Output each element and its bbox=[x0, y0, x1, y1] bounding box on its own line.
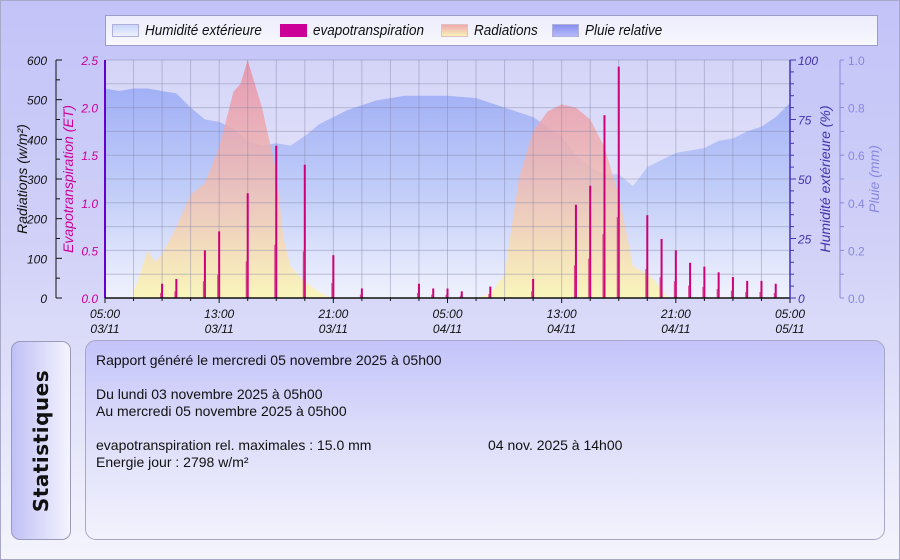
et-bar bbox=[717, 272, 720, 298]
x-tick-time: 13:00 bbox=[204, 307, 234, 321]
et-tick: 1.0 bbox=[81, 197, 98, 211]
et-bar bbox=[689, 262, 692, 298]
radiation-tick: 300 bbox=[27, 173, 47, 187]
humidity-tick: 25 bbox=[797, 233, 812, 247]
x-tick-date: 03/11 bbox=[205, 322, 234, 336]
et-bar bbox=[617, 66, 620, 298]
legend-item-humidity[interactable]: Humidité extérieure bbox=[112, 23, 271, 39]
et-bar bbox=[746, 280, 749, 298]
legend-label: Pluie relative bbox=[584, 22, 662, 39]
et-tick: 2.5 bbox=[80, 54, 98, 68]
weather-chart: 01002003004005006000.00.51.01.52.02.505:… bbox=[14, 54, 882, 336]
radiation-swatch-icon bbox=[441, 24, 469, 37]
humidity-swatch-icon bbox=[112, 24, 139, 37]
statistics-panel: Rapport généré le mercredi 05 novembre 2… bbox=[85, 340, 885, 540]
et-tick: 2.0 bbox=[80, 102, 98, 116]
humidity-tick: 50 bbox=[798, 173, 812, 187]
chart-legend: Humidité extérieure evapotranspiration R… bbox=[105, 15, 878, 46]
radiation-tick: 500 bbox=[27, 94, 47, 108]
et-bar bbox=[246, 193, 249, 298]
legend-label: evapotranspiration bbox=[312, 22, 424, 39]
et-bar bbox=[532, 278, 535, 298]
et-bar bbox=[660, 238, 663, 298]
et-bar bbox=[574, 204, 577, 298]
axes: 01002003004005006000.00.51.01.52.02.505:… bbox=[26, 54, 865, 336]
x-tick-date: 03/11 bbox=[319, 322, 348, 336]
humidity-tick: 0 bbox=[798, 292, 805, 306]
et-bar bbox=[703, 266, 706, 298]
rain-tick: 0.0 bbox=[848, 292, 865, 306]
humidity-tick: 75 bbox=[798, 114, 812, 128]
et-bar bbox=[203, 250, 206, 298]
et-swatch-icon bbox=[279, 24, 307, 37]
x-tick-date: 04/11 bbox=[547, 322, 576, 336]
rain-tick: 1.0 bbox=[848, 54, 865, 68]
et-bar bbox=[760, 280, 763, 298]
et-max-date: 04 nov. 2025 à 14h00 bbox=[488, 437, 623, 453]
plot-area bbox=[104, 59, 791, 299]
period-to: Au mercredi 05 novembre 2025 à 05h00 bbox=[96, 403, 347, 419]
legend-label: Radiations bbox=[474, 22, 538, 39]
radiation-tick: 0 bbox=[40, 292, 47, 306]
humidity-axis-title: Humidité extérieure (%) bbox=[817, 105, 833, 252]
radiation-tick: 200 bbox=[26, 213, 47, 227]
rain-tick: 0.6 bbox=[848, 149, 865, 163]
legend-label: Humidité extérieure bbox=[145, 22, 262, 39]
et-bar bbox=[332, 255, 335, 298]
et-bar bbox=[589, 185, 592, 298]
energy-day: Energie jour : 2798 w/m² bbox=[96, 454, 249, 470]
x-tick-time: 05:00 bbox=[775, 307, 805, 321]
et-bar bbox=[218, 231, 221, 298]
report-generated: Rapport généré le mercredi 05 novembre 2… bbox=[96, 352, 442, 368]
x-tick-time: 05:00 bbox=[90, 307, 120, 321]
statistics-tab[interactable]: Statistiques bbox=[11, 341, 71, 540]
rain-tick: 0.2 bbox=[848, 244, 865, 258]
et-tick: 0.0 bbox=[81, 292, 98, 306]
et-bar bbox=[446, 288, 449, 298]
et-bar bbox=[731, 277, 734, 298]
x-tick-date: 03/11 bbox=[90, 322, 119, 336]
et-bar bbox=[161, 283, 164, 298]
et-bar bbox=[774, 283, 777, 298]
et-axis-title: Evapotranspiration (ET) bbox=[60, 105, 76, 253]
et-bar bbox=[674, 250, 677, 298]
x-tick-date: 05/11 bbox=[775, 322, 804, 336]
radiation-axis-title: Radiations (w/m²) bbox=[14, 124, 30, 234]
et-max-label: evapotranspiration rel. maximales : 15.0… bbox=[96, 437, 372, 453]
et-tick: 1.5 bbox=[81, 149, 98, 163]
statistics-tab-label: Statistiques bbox=[29, 369, 53, 512]
radiation-tick: 400 bbox=[27, 133, 47, 147]
et-bar bbox=[275, 145, 278, 298]
x-tick-time: 13:00 bbox=[547, 307, 577, 321]
x-tick-date: 04/11 bbox=[433, 322, 462, 336]
rain-axis-title: Pluie (mm) bbox=[866, 145, 882, 213]
et-bar bbox=[460, 291, 463, 298]
radiation-tick: 600 bbox=[27, 54, 47, 68]
et-bar bbox=[360, 288, 363, 298]
radiation-area bbox=[133, 60, 669, 298]
rain-tick: 0.8 bbox=[848, 102, 865, 116]
humidity-tick: 100 bbox=[798, 54, 818, 68]
et-bar bbox=[603, 115, 606, 298]
rain-tick: 0.4 bbox=[848, 197, 865, 211]
x-tick-date: 04/11 bbox=[661, 322, 690, 336]
x-tick-time: 05:00 bbox=[432, 307, 462, 321]
radiation-tick: 100 bbox=[27, 252, 47, 266]
legend-item-et[interactable]: evapotranspiration bbox=[279, 22, 432, 39]
period-from: Du lundi 03 novembre 2025 à 05h00 bbox=[96, 386, 323, 402]
et-bar bbox=[303, 164, 306, 298]
x-tick-time: 21:00 bbox=[660, 307, 691, 321]
legend-item-radiation[interactable]: Radiations bbox=[441, 23, 543, 39]
rain-swatch-icon bbox=[551, 24, 579, 37]
et-bar bbox=[417, 283, 420, 298]
legend-item-rain[interactable]: Pluie relative bbox=[551, 22, 668, 39]
et-bars bbox=[160, 66, 777, 298]
et-bar bbox=[175, 278, 178, 298]
et-bar bbox=[432, 288, 435, 298]
x-tick-time: 21:00 bbox=[317, 307, 348, 321]
et-bar bbox=[646, 215, 649, 298]
et-bar bbox=[489, 286, 492, 298]
et-tick: 0.5 bbox=[81, 244, 98, 258]
